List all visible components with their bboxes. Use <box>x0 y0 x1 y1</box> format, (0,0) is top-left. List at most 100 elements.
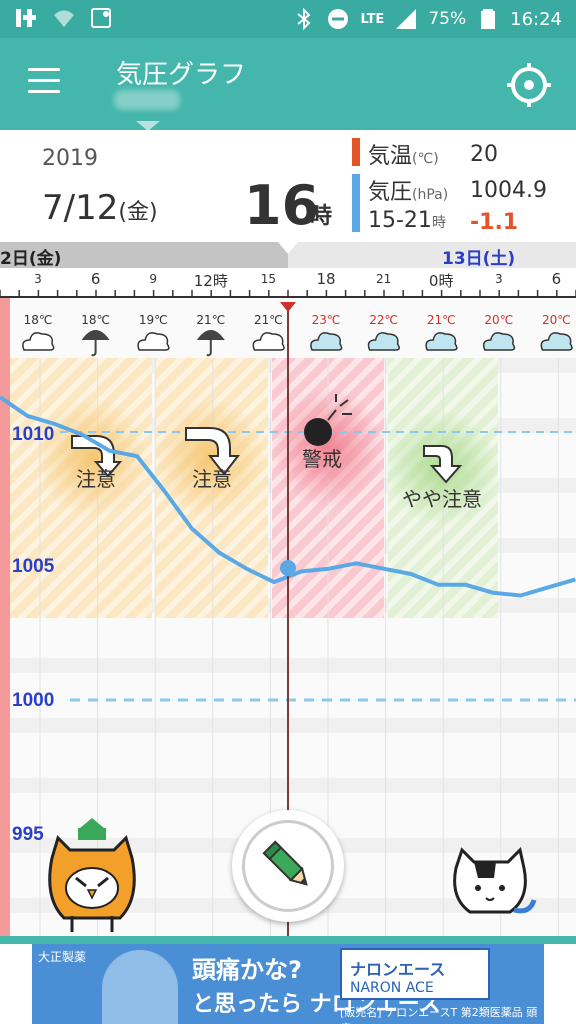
tick-label: 9 <box>149 272 158 286</box>
app-bar: 気圧グラフ <box>0 38 576 131</box>
ad-person-image <box>102 950 178 1024</box>
cloud-rain-icon <box>310 332 343 351</box>
tick-label: 15 <box>260 272 277 286</box>
year: 2019 <box>42 146 98 171</box>
ad-product-box: ナロンエース NARON ACE <box>340 948 490 1000</box>
tick-label: 3 <box>494 272 503 286</box>
tick-label: 21 <box>375 272 392 286</box>
timeline-header[interactable]: 2日(金) 13日(土) 3 6 9 12時 15 18 21 0時 3 6 <box>0 242 576 298</box>
lte-label: LTE <box>360 11 385 27</box>
temp-value: 20 <box>470 142 498 167</box>
arrow-w-icon-1 <box>71 435 123 478</box>
status-bar: LTE 75% 16:24 <box>0 0 576 38</box>
signal-icon <box>396 9 417 29</box>
arrow-down-icon <box>423 445 463 484</box>
location-name-blurred[interactable] <box>114 90 180 110</box>
forecast-temp: 21℃ <box>427 313 456 327</box>
cloud-rain-icon <box>367 332 400 351</box>
umbrella-icon <box>196 330 225 357</box>
pressure-color-bar <box>352 174 360 232</box>
pencil-fab[interactable] <box>232 810 344 922</box>
temp-unit: (℃) <box>412 151 439 167</box>
app-icon <box>16 9 36 27</box>
cloud-icon <box>22 332 55 351</box>
tick-label: 12時 <box>193 272 228 290</box>
forecast-row: 18℃ 18℃ 19℃ 21℃ 21℃ 23℃ 22℃ 21℃ 20℃ 20℃ <box>22 313 573 357</box>
forecast-temp: 22℃ <box>369 313 398 327</box>
current-time-marker <box>280 302 296 312</box>
bomb-icon <box>304 394 352 446</box>
bluetooth-icon <box>297 7 311 31</box>
y-label-995: 995 <box>12 824 44 845</box>
forecast-temp: 21℃ <box>196 313 225 327</box>
wifi-icon <box>54 10 74 27</box>
glow-caution-1 <box>36 398 148 518</box>
tick-label: 3 <box>34 272 42 286</box>
day-band-1 <box>0 242 288 268</box>
cloud-rain-icon <box>425 332 458 351</box>
tick-label: 6 <box>90 270 101 288</box>
forecast-temp: 18℃ <box>81 313 110 327</box>
warning-label-1: 注意 <box>76 467 116 491</box>
cloud-icon <box>137 332 170 351</box>
current-pressure-point <box>280 560 296 576</box>
ad-brand: 大正製薬 <box>38 950 87 964</box>
forecast-temp: 19℃ <box>139 313 168 327</box>
bottom-strip <box>0 936 576 944</box>
tick-label: 6 <box>551 270 562 288</box>
umbrella-icon <box>81 330 110 357</box>
day-label-1: 2日(金) <box>0 249 62 269</box>
y-label-1000: 1000 <box>12 690 54 711</box>
menu-icon[interactable] <box>28 68 60 94</box>
forecast-temp: 20℃ <box>484 313 513 327</box>
info-panel: 2019 7/12(金) 16 時 気温(℃) 20 気圧(hPa) 1004.… <box>0 130 576 242</box>
cloud-rain-icon <box>540 332 573 351</box>
ad-box-sub: NARON ACE <box>350 980 434 996</box>
ad-banner[interactable]: 大正製薬 頭痛かな? と思ったら ナロンエース ナロンエース NARON ACE… <box>32 944 544 1024</box>
warning-label-3: 警戒 <box>302 447 342 471</box>
pressure-unit: (hPa) <box>412 187 449 203</box>
pressure-value: 1004.9 <box>470 178 547 203</box>
range-value: -1.1 <box>470 210 519 235</box>
day-label-2: 13日(土) <box>442 249 516 269</box>
forecast-temp: 20℃ <box>542 313 571 327</box>
location-dropdown-icon[interactable] <box>136 121 160 131</box>
tick-label: 18 <box>316 270 336 288</box>
warning-label-2: 注意 <box>192 467 232 491</box>
temp-label-text: 気温 <box>368 144 413 169</box>
ad-footer: [販売名] ナロンエースT 第2類医薬品 頭痛 <box>340 1006 538 1024</box>
tick-axis <box>0 290 576 298</box>
warning-label-4: やや注意 <box>402 487 482 511</box>
glow-warning <box>272 388 384 508</box>
maps-icon <box>91 8 111 28</box>
forecast-temp: 21℃ <box>254 313 283 327</box>
date: 7/12(金) <box>42 188 158 228</box>
now-marker-notch <box>278 242 298 254</box>
tick-label: 0時 <box>428 272 454 290</box>
hour-unit: 時 <box>310 204 333 229</box>
temp-color-bar <box>352 138 360 166</box>
y-label-1005: 1005 <box>12 556 55 577</box>
forecast-temp: 18℃ <box>24 313 53 327</box>
glow-caution-2 <box>154 398 266 518</box>
battery-icon <box>481 9 496 29</box>
pencil-icon <box>262 840 308 886</box>
temp-label: 気温(℃) <box>368 138 439 170</box>
y-label-1010: 1010 <box>12 424 54 445</box>
arrow-w-icon-2 <box>185 427 241 476</box>
dnd-icon <box>328 9 349 29</box>
pressure-label: 気圧(hPa) <box>368 174 448 206</box>
ad-headline: 頭痛かな? <box>192 956 302 984</box>
locate-icon[interactable] <box>506 62 552 108</box>
owl-mascot[interactable] <box>48 818 136 932</box>
day-band-2 <box>288 242 576 268</box>
app-title: 気圧グラフ <box>116 60 247 90</box>
cloud-rain-icon <box>482 332 516 351</box>
cat-mascot[interactable] <box>453 847 537 914</box>
battery-percent: 75% <box>428 9 467 29</box>
cloud-icon <box>252 332 285 351</box>
pressure-label-text: 気圧 <box>368 180 413 205</box>
range-label-text: 15-21 <box>368 208 432 233</box>
selected-hour: 16 <box>244 174 320 237</box>
left-edge-bar <box>0 298 10 936</box>
